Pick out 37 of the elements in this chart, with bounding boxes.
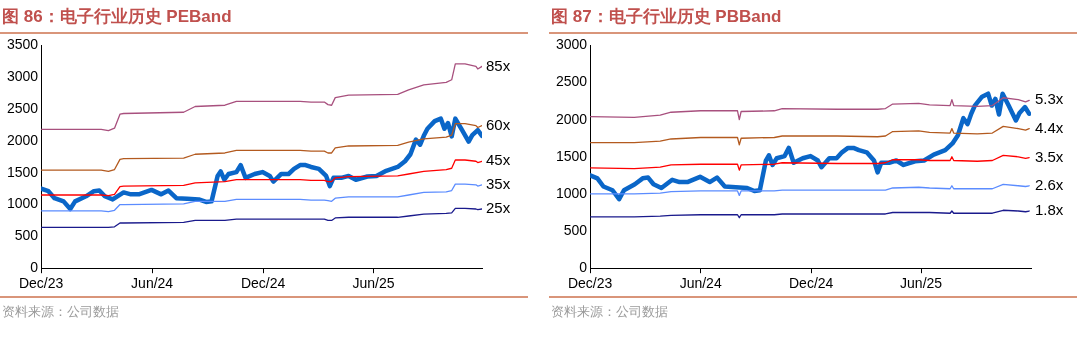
y-tick-label: 2500 (555, 73, 588, 90)
series-label: 3.5x (1035, 147, 1064, 165)
text: 资料来源：公司数据 (549, 296, 1077, 321)
x-tick-label: Dec/23 (567, 275, 613, 292)
chart-title: 图 86：电子行业历史 PEBand (0, 0, 528, 34)
x-tick-label: Dec/24 (789, 275, 834, 292)
x-tick-label: Jun/25 (352, 275, 395, 292)
y-tick-label: 0 (579, 259, 588, 276)
series-label: 4.4x (1035, 118, 1064, 136)
series-label: 5.3x (1035, 90, 1064, 108)
chart-title: 图 87：电子行业历史 PBBand (549, 0, 1077, 34)
series-label: 35x (486, 174, 511, 192)
y-tick-label: 3000 (555, 36, 588, 53)
x-tick-label: Jun/25 (900, 275, 943, 292)
y-tick-label: 3000 (6, 68, 39, 85)
series-label: 1.8x (1035, 201, 1064, 219)
y-tick-label: 0 (30, 259, 39, 276)
series-label: 60x (486, 115, 511, 133)
text: 资料来源：公司数据 (0, 296, 528, 321)
y-tick-label: 2000 (6, 131, 39, 148)
series-label: 2.6x (1035, 175, 1064, 193)
x-tick-label: Dec/24 (240, 275, 286, 292)
x-tick-label: Dec/23 (18, 275, 64, 292)
y-tick-label: 1500 (555, 147, 588, 164)
series-label: 45x (486, 151, 511, 169)
series-label: 85x (486, 56, 511, 74)
y-tick-label: 2500 (6, 99, 39, 116)
y-tick-label: 2000 (555, 110, 588, 127)
y-tick-label: 1000 (6, 195, 39, 212)
y-tick-label: 1500 (6, 163, 39, 180)
y-tick-label: 500 (563, 221, 588, 238)
x-tick-label: Jun/24 (679, 275, 722, 292)
y-tick-label: 1000 (555, 184, 588, 201)
y-tick-label: 3500 (6, 36, 39, 53)
series-label: 25x (486, 199, 511, 217)
y-tick-label: 500 (14, 227, 39, 244)
x-tick-label: Jun/24 (131, 275, 174, 292)
